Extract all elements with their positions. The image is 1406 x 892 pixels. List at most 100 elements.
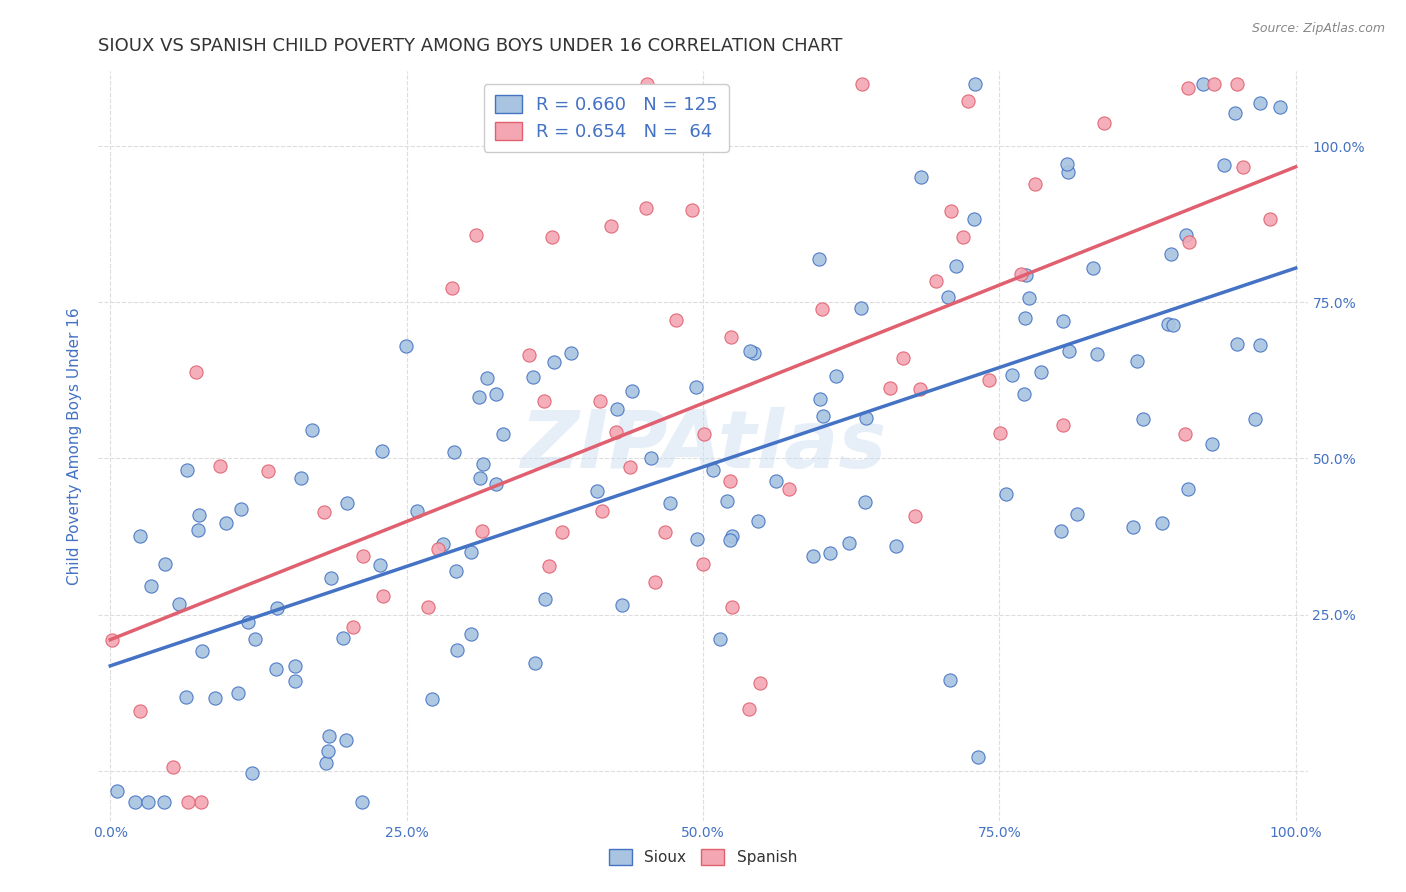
Point (284, 659, 307, 673)
Point (1223, 106, 1246, 120)
Point (426, 541, 449, 556)
Point (336, 496, 359, 510)
Point (1012, 386, 1035, 401)
Point (444, 564, 467, 578)
Point (460, 626, 482, 640)
Point (471, 524, 494, 539)
Point (994, 487, 1017, 501)
Point (204, 691, 226, 706)
Point (335, 733, 357, 747)
Point (952, 230, 974, 244)
Point (824, 368, 846, 383)
Y-axis label: Child Poverty Among Boys Under 16: Child Poverty Among Boys Under 16 (67, 307, 83, 585)
Point (636, 77, 658, 91)
Point (811, 409, 834, 423)
Point (718, 533, 741, 547)
Point (1226, 77, 1249, 91)
Point (540, 229, 562, 244)
Point (585, 484, 607, 499)
Point (621, 384, 644, 398)
Point (820, 546, 842, 560)
Point (956, 94, 979, 108)
Point (266, 601, 288, 615)
Point (659, 495, 682, 509)
Point (101, 632, 124, 647)
Point (1201, 437, 1223, 451)
Point (440, 280, 463, 294)
Point (236, 615, 259, 630)
Point (468, 471, 491, 485)
Point (1132, 412, 1154, 426)
Point (190, 644, 212, 658)
Point (215, 516, 238, 530)
Point (644, 574, 666, 589)
Point (350, 795, 373, 809)
Text: ZIPAtlas: ZIPAtlas (520, 407, 886, 485)
Point (446, 643, 468, 657)
Point (332, 632, 354, 646)
Point (737, 702, 759, 716)
Point (1244, 411, 1267, 425)
Point (443, 445, 465, 459)
Point (315, 756, 337, 771)
Point (432, 537, 454, 551)
Point (468, 390, 491, 404)
Point (1057, 164, 1080, 178)
Point (1015, 268, 1038, 282)
Point (988, 426, 1011, 441)
Point (709, 632, 731, 646)
Point (176, 463, 198, 477)
Point (485, 387, 508, 401)
Point (1050, 524, 1073, 538)
Point (1052, 417, 1074, 432)
Point (612, 598, 634, 612)
Point (1018, 292, 1040, 306)
Point (747, 514, 769, 528)
Point (1204, 77, 1226, 91)
Point (716, 493, 738, 508)
Point (471, 458, 494, 472)
Point (1092, 116, 1115, 130)
Point (765, 474, 787, 488)
Point (124, 795, 146, 809)
Point (485, 476, 508, 491)
Point (924, 274, 946, 288)
Point (941, 204, 963, 219)
Point (640, 450, 662, 465)
Point (686, 532, 709, 546)
Point (591, 504, 613, 518)
Point (967, 750, 990, 764)
Point (879, 382, 901, 396)
Point (226, 686, 249, 700)
Point (718, 474, 741, 488)
Point (465, 228, 488, 243)
Point (619, 459, 641, 474)
Point (162, 760, 184, 774)
Point (208, 459, 231, 474)
Point (749, 676, 772, 690)
Point (551, 524, 574, 539)
Point (243, 632, 266, 646)
Point (720, 330, 742, 344)
Point (264, 661, 287, 675)
Point (1057, 343, 1080, 358)
Point (692, 557, 714, 571)
Point (184, 365, 207, 379)
Point (945, 259, 967, 273)
Point (1056, 157, 1078, 171)
Point (177, 795, 200, 809)
Point (838, 535, 860, 549)
Point (1126, 353, 1149, 368)
Point (721, 599, 744, 614)
Point (155, 558, 177, 572)
Point (853, 494, 876, 508)
Point (849, 301, 872, 315)
Point (491, 427, 513, 442)
Point (589, 394, 612, 409)
Point (190, 795, 212, 809)
Point (600, 219, 623, 234)
Point (938, 673, 960, 687)
Point (517, 348, 540, 362)
Point (1213, 158, 1236, 172)
Point (654, 525, 676, 540)
